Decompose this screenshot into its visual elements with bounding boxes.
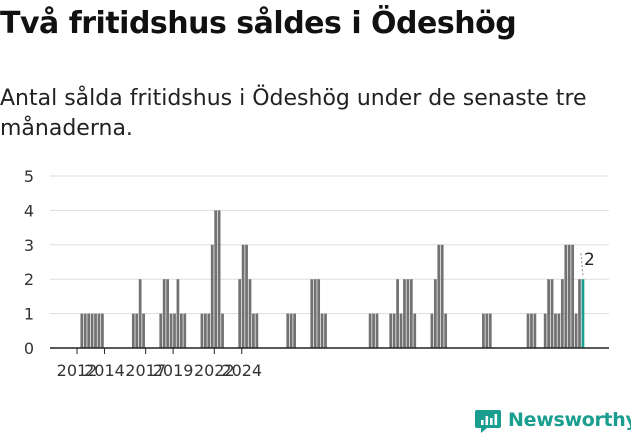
bar bbox=[162, 279, 166, 348]
bar bbox=[399, 313, 403, 348]
data-label-last-bar: 2 bbox=[584, 250, 595, 270]
y-tick-label: 2 bbox=[24, 270, 34, 289]
brand-logo: Newsworthy bbox=[475, 407, 631, 433]
bar bbox=[437, 244, 441, 348]
y-axis: 0 1 2 3 4 5 bbox=[24, 167, 34, 358]
bar bbox=[159, 313, 163, 348]
bar bbox=[248, 279, 252, 348]
y-tick-label: 1 bbox=[24, 305, 34, 324]
bar bbox=[485, 313, 489, 348]
bar bbox=[173, 313, 176, 348]
bar bbox=[567, 244, 571, 348]
bar bbox=[214, 210, 218, 348]
bar bbox=[389, 313, 393, 348]
bar bbox=[310, 279, 314, 348]
bar bbox=[176, 279, 180, 348]
bar bbox=[83, 313, 87, 348]
x-tick-label: 2014 bbox=[84, 361, 125, 380]
x-tick-label: 2024 bbox=[221, 361, 262, 380]
y-tick-label: 3 bbox=[24, 236, 34, 255]
bar bbox=[574, 313, 578, 348]
bar bbox=[324, 313, 327, 348]
x-tick-label: 2012 bbox=[57, 361, 98, 380]
chart-title: Två fritidshus såldes i Ödeshög bbox=[0, 6, 517, 41]
bar bbox=[533, 313, 537, 348]
bar bbox=[183, 313, 187, 348]
y-tick-label: 4 bbox=[24, 201, 34, 220]
bar bbox=[368, 313, 372, 348]
bar bbox=[564, 244, 568, 348]
bar bbox=[530, 313, 533, 348]
x-tick-label: 2019 bbox=[153, 361, 194, 380]
bar bbox=[372, 313, 375, 348]
bar bbox=[403, 279, 406, 348]
bar bbox=[554, 313, 557, 348]
bar bbox=[131, 313, 135, 348]
bar bbox=[320, 313, 324, 348]
bar bbox=[210, 244, 214, 348]
bar bbox=[396, 279, 399, 348]
bar bbox=[255, 313, 259, 348]
bar bbox=[317, 279, 321, 348]
bar bbox=[313, 279, 317, 348]
bar bbox=[557, 313, 561, 348]
bar bbox=[392, 313, 396, 348]
bar bbox=[204, 313, 207, 348]
bar bbox=[101, 313, 104, 348]
bar bbox=[135, 313, 139, 348]
data-labels: 2 bbox=[580, 250, 595, 276]
bar bbox=[488, 313, 492, 348]
bar bbox=[238, 279, 242, 348]
bar bbox=[413, 313, 417, 348]
bar bbox=[138, 279, 142, 348]
y-tick-label: 5 bbox=[24, 167, 34, 186]
bar bbox=[560, 279, 564, 348]
bar bbox=[433, 279, 437, 348]
bar bbox=[547, 279, 550, 348]
bar bbox=[169, 313, 173, 348]
bar bbox=[550, 279, 554, 348]
x-tick-label: 2022 bbox=[194, 361, 235, 380]
bar bbox=[200, 313, 204, 348]
bar bbox=[217, 210, 221, 348]
bar bbox=[440, 244, 444, 348]
bar bbox=[289, 313, 293, 348]
newsworthy-logo-icon bbox=[475, 410, 501, 433]
bar bbox=[90, 313, 94, 348]
bar bbox=[578, 279, 581, 348]
chart-subtitle: Antal sålda fritidshus i Ödeshög under d… bbox=[0, 86, 587, 141]
bar bbox=[97, 313, 101, 348]
brand-name: Newsworthy bbox=[508, 409, 631, 431]
bar bbox=[375, 313, 379, 348]
bar bbox=[571, 244, 575, 348]
bar bbox=[430, 313, 434, 348]
bars bbox=[80, 210, 585, 348]
bar bbox=[241, 244, 245, 348]
bar bbox=[207, 313, 211, 348]
y-tick-label: 0 bbox=[24, 339, 34, 358]
bar bbox=[221, 313, 224, 348]
bar bbox=[286, 313, 290, 348]
bar bbox=[166, 279, 169, 348]
annotation-leader-line bbox=[580, 253, 584, 276]
bar bbox=[409, 279, 413, 348]
bar bbox=[87, 313, 91, 348]
bar bbox=[293, 313, 296, 348]
bar bbox=[94, 313, 97, 348]
x-tick-label: 2017 bbox=[125, 361, 166, 380]
highlighted-bar bbox=[581, 279, 585, 348]
bar bbox=[245, 244, 248, 348]
bar bbox=[526, 313, 530, 348]
bar bbox=[142, 313, 145, 348]
bar bbox=[179, 313, 183, 348]
bar bbox=[252, 313, 255, 348]
bar bbox=[482, 313, 485, 348]
gridlines bbox=[50, 175, 609, 315]
bar bbox=[80, 313, 84, 348]
bar bbox=[406, 279, 410, 348]
bar bbox=[444, 313, 448, 348]
bar bbox=[543, 313, 547, 348]
